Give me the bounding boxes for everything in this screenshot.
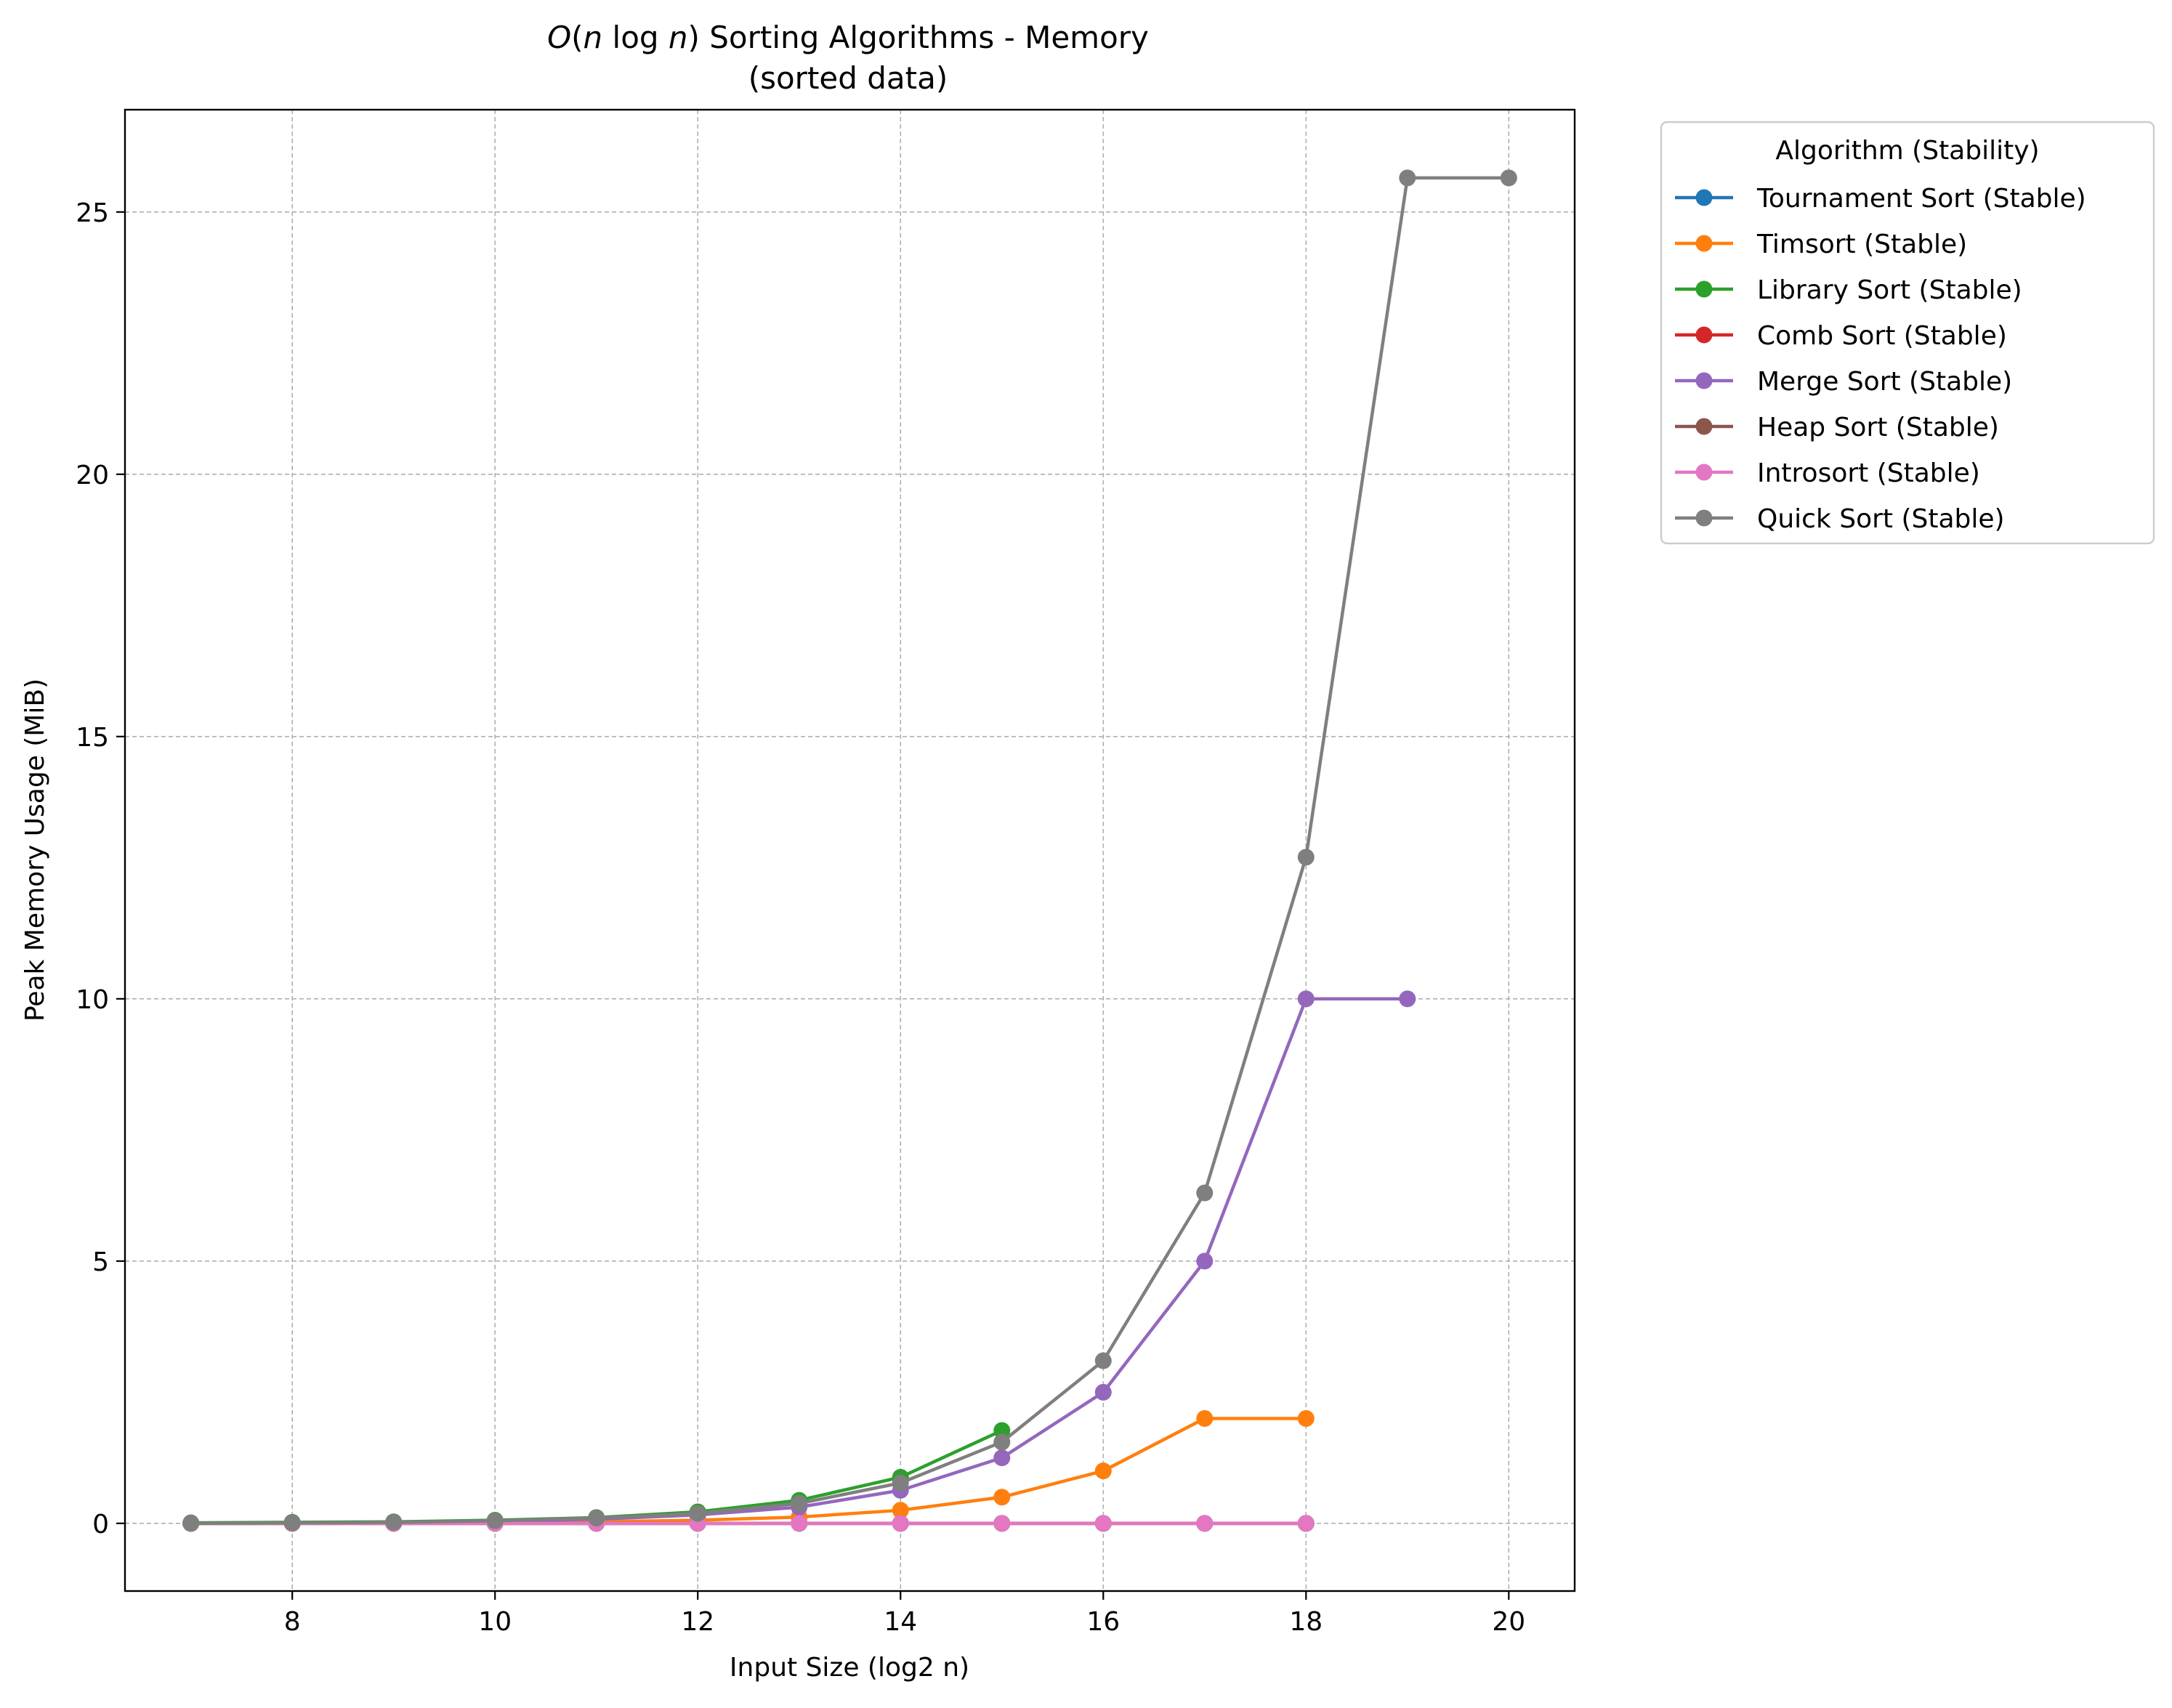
y-axis-label: Peak Memory Usage (MiB) [20,679,50,1021]
legend-label: Comb Sort (Stable) [1757,321,2007,351]
data-point [1196,1184,1214,1202]
y-tick-label: 25 [76,198,109,228]
x-tick-label: 18 [1289,1607,1323,1637]
data-point [1094,1383,1112,1401]
data-point [1500,169,1517,187]
series-line [190,176,1509,1526]
data-point [1196,1515,1214,1532]
x-axis-ticks: 8 10 12 14 16 18 20 [284,1591,1525,1637]
chart-title-paren-close: ) [688,20,700,55]
data-point [1297,990,1315,1008]
x-tick-label: 10 [478,1607,512,1637]
y-tick-label: 15 [76,723,109,753]
legend-item: Library Sort (Stable) [1675,275,2022,305]
chart-title-paren-open: ( [571,20,583,55]
data-point [1399,169,1416,187]
legend-item: Quick Sort (Stable) [1675,504,2005,534]
legend-label: Heap Sort (Stable) [1757,413,1999,442]
data-point [993,1422,1011,1439]
plot-background [125,110,1575,1591]
x-tick-label: 8 [284,1607,301,1637]
chart-title-o: O [547,20,571,55]
legend-items: Tournament Sort (Stable) Timsort (Stable)… [1675,184,2086,534]
data-point [1297,849,1315,866]
data-point [486,1512,504,1529]
legend-swatch-marker [1695,235,1713,252]
data-point [1196,1252,1214,1270]
chart-title: O(n log n) Sorting Algorithms - Memory [547,20,1149,55]
legend-label: Library Sort (Stable) [1757,275,2022,305]
chart-title-n1: n [584,20,603,55]
legend-swatch-marker [1695,372,1713,389]
chart-title-n2: n [669,20,688,55]
series-layer [182,169,1517,1532]
legend-item: Comb Sort (Stable) [1675,321,2007,351]
data-point [283,1514,301,1531]
legend-swatch-marker [1695,509,1713,527]
legend-swatch-marker [1695,464,1713,481]
data-point [1297,1515,1315,1532]
x-tick-label: 12 [681,1607,714,1637]
chart-subtitle: (sorted data) [748,60,948,96]
data-point [993,1449,1011,1467]
legend-swatch-marker [1695,280,1713,298]
legend-item: Tournament Sort (Stable) [1675,184,2086,214]
data-point [588,1510,605,1527]
legend-frame [1660,121,2155,545]
legend-swatch-marker [1695,189,1713,206]
y-tick-label: 5 [92,1247,109,1277]
y-axis-ticks: 0 5 10 15 20 25 [76,198,125,1539]
data-point [1094,1352,1112,1369]
legend-item: Merge Sort (Stable) [1675,367,2012,397]
legend-label: Tournament Sort (Stable) [1756,184,2086,214]
data-point [892,1474,909,1492]
x-tick-label: 16 [1086,1607,1120,1637]
data-point [182,1515,200,1532]
plot-frame [124,108,1576,1592]
chart-title-rest: Sorting Algorithms - Memory [700,20,1149,55]
legend-label: Quick Sort (Stable) [1757,504,2005,534]
y-tick-label: 10 [76,985,109,1015]
x-tick-label: 20 [1492,1607,1525,1637]
data-point [791,1494,808,1512]
data-point [1094,1515,1112,1532]
legend-item: Heap Sort (Stable) [1675,413,1999,442]
y-tick-label: 20 [76,461,109,490]
legend-label: Merge Sort (Stable) [1757,367,2012,397]
data-point [892,1515,909,1532]
x-axis-label: Input Size (log2 n) [730,1653,969,1683]
series-8 [182,169,1517,1532]
chart-title-log: log [602,20,669,55]
data-point [791,1515,808,1532]
x-tick-label: 14 [884,1607,917,1637]
data-point [385,1513,403,1531]
data-point [993,1489,1011,1506]
data-point [1196,1409,1214,1427]
data-point [993,1433,1011,1451]
data-point [689,1505,706,1522]
y-tick-label: 0 [92,1510,109,1539]
data-point [1094,1462,1112,1480]
legend-title: Algorithm (Stability) [1775,136,2039,166]
legend: Algorithm (Stability) Tournament Sort (S… [1660,121,2155,545]
data-point [1399,990,1416,1008]
legend-swatch-marker [1695,326,1713,344]
legend-label: Introsort (Stable) [1757,458,1980,488]
legend-swatch-marker [1695,418,1713,435]
legend-item: Introsort (Stable) [1675,458,1980,488]
legend-item: Timsort (Stable) [1675,230,1967,259]
data-point [892,1502,909,1519]
data-point [993,1515,1011,1532]
legend-label: Timsort (Stable) [1756,230,1967,259]
data-point [1297,1409,1315,1427]
plot-area: 8 10 12 14 16 18 20 0 5 10 15 20 25 [76,108,1576,1637]
